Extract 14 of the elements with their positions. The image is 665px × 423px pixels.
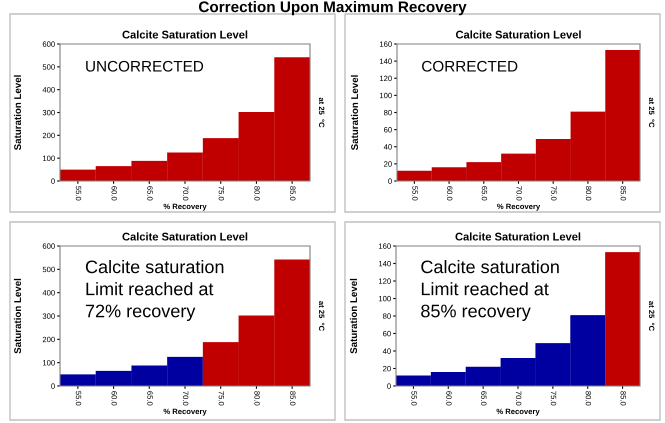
annotation: UNCORRECTED bbox=[86, 60, 204, 72]
y-axis-title: Saturation Level bbox=[350, 278, 358, 354]
annotation: Calcite saturation Limit reached at 72% recovery bbox=[86, 260, 224, 321]
text: Correction Upon Maximum Recovery bbox=[199, 1, 467, 16]
y-axis-title: Saturation Level bbox=[14, 75, 22, 150]
annotation: Calcite saturation Limit reached at 85% recovery bbox=[421, 260, 559, 321]
chart-title: Calcite Saturation Level bbox=[455, 232, 580, 241]
chart-title: Calcite Saturation Level bbox=[456, 30, 581, 39]
bar bbox=[605, 252, 640, 386]
y-axis-title: Saturation Level bbox=[14, 278, 22, 354]
chart-title: Calcite Saturation Level bbox=[122, 30, 248, 39]
y-axis-title: Saturation Level bbox=[350, 75, 358, 150]
annotation: CORRECTED bbox=[422, 60, 518, 72]
chart-title: Calcite Saturation Level bbox=[122, 232, 248, 241]
